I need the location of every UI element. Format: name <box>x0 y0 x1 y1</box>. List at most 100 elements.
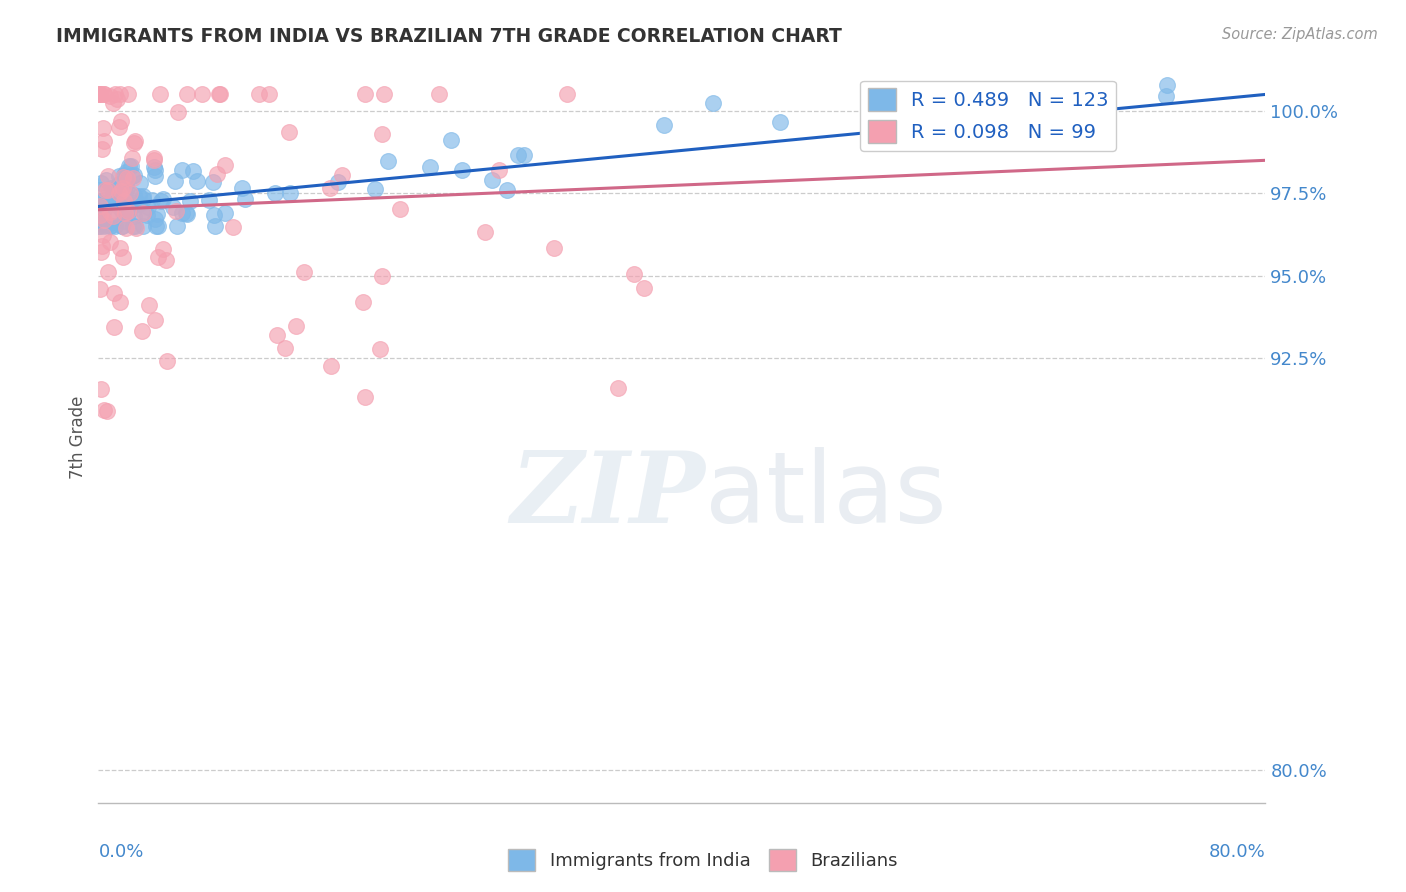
Point <box>111 180 134 194</box>
Point <box>181 163 204 178</box>
Point <box>97 182 120 196</box>
Point <box>90 382 112 396</box>
Point <box>104 87 127 102</box>
Point <box>112 184 135 198</box>
Point <box>117 197 139 211</box>
Point <box>1033 92 1056 106</box>
Point <box>90 239 112 253</box>
Point <box>451 163 474 178</box>
Point <box>155 252 177 267</box>
Point <box>117 87 139 102</box>
Point <box>146 219 169 234</box>
Point <box>377 154 399 169</box>
Point <box>90 244 112 259</box>
Legend: R = 0.489   N = 123, R = 0.098   N = 99: R = 0.489 N = 123, R = 0.098 N = 99 <box>860 81 1116 151</box>
Point <box>96 196 118 211</box>
Point <box>278 186 301 201</box>
Point <box>143 169 166 183</box>
Point <box>91 120 114 135</box>
Point <box>204 219 226 234</box>
Point <box>222 219 245 234</box>
Point <box>136 208 159 222</box>
Point <box>93 87 115 102</box>
Point <box>233 192 256 206</box>
Point <box>132 205 155 219</box>
Point <box>143 313 166 327</box>
Point <box>292 264 315 278</box>
Point <box>89 219 111 233</box>
Point <box>93 202 115 217</box>
Point <box>117 206 139 220</box>
Point <box>364 182 387 196</box>
Point <box>118 202 141 217</box>
Point <box>146 250 169 264</box>
Point <box>214 206 236 220</box>
Point <box>122 188 145 202</box>
Point <box>100 180 122 194</box>
Point <box>197 193 219 207</box>
Point <box>93 219 115 234</box>
Point <box>149 87 172 102</box>
Point <box>257 87 280 102</box>
Point <box>90 176 112 190</box>
Point <box>419 160 441 174</box>
Point <box>108 200 131 214</box>
Point <box>190 87 212 102</box>
Point <box>121 169 143 184</box>
Point <box>128 189 150 203</box>
Point <box>91 193 114 207</box>
Text: 0.0%: 0.0% <box>98 843 143 861</box>
Point <box>93 134 115 148</box>
Point <box>145 212 167 227</box>
Point <box>145 219 167 234</box>
Point <box>353 390 375 404</box>
Point <box>142 153 165 167</box>
Text: ZIP: ZIP <box>510 448 706 544</box>
Point <box>607 381 630 395</box>
Point <box>174 205 197 219</box>
Point <box>108 169 131 184</box>
Point <box>115 178 138 192</box>
Point <box>97 194 120 209</box>
Point <box>702 96 724 111</box>
Point <box>111 219 134 234</box>
Point <box>89 211 111 226</box>
Point <box>1070 95 1092 110</box>
Point <box>122 209 145 223</box>
Point <box>94 183 117 197</box>
Point <box>506 148 529 162</box>
Point <box>373 87 395 102</box>
Point <box>427 87 450 102</box>
Point <box>103 286 125 301</box>
Point <box>89 87 111 102</box>
Point <box>284 318 307 333</box>
Point <box>89 87 111 102</box>
Point <box>149 194 172 208</box>
Point <box>132 219 155 234</box>
Point <box>98 219 121 234</box>
Point <box>114 206 136 220</box>
Point <box>112 213 135 227</box>
Point <box>94 217 117 231</box>
Point <box>132 206 155 220</box>
Point <box>110 184 132 198</box>
Point <box>172 205 194 219</box>
Point <box>122 198 145 212</box>
Point <box>98 205 121 219</box>
Point <box>142 160 165 174</box>
Point <box>90 202 112 217</box>
Point <box>101 95 124 110</box>
Point <box>120 200 142 214</box>
Point <box>496 183 519 197</box>
Point <box>101 183 124 197</box>
Point <box>112 188 135 202</box>
Point <box>488 163 510 178</box>
Point <box>91 211 114 225</box>
Point <box>152 242 174 256</box>
Point <box>87 209 110 223</box>
Text: 80.0%: 80.0% <box>1209 843 1265 861</box>
Point <box>132 192 155 206</box>
Point <box>108 177 131 191</box>
Point <box>319 181 342 195</box>
Point <box>652 118 675 132</box>
